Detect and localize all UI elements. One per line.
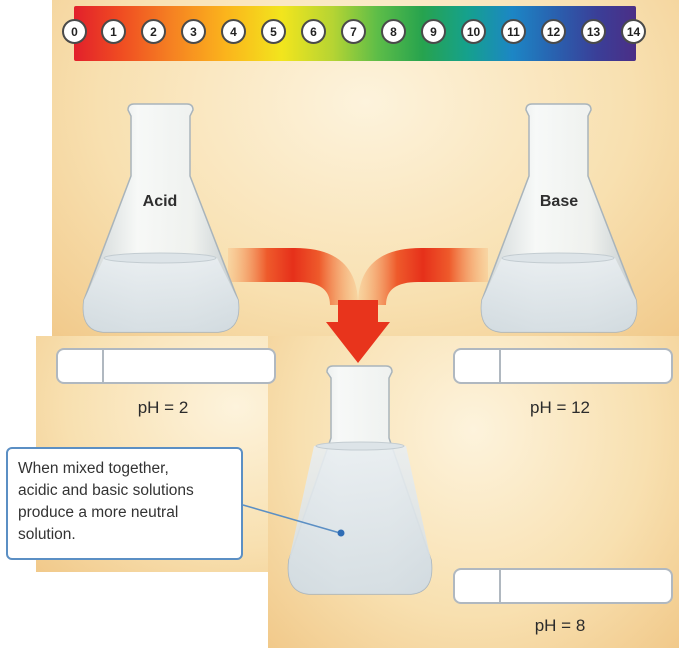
callout-pointer-dot bbox=[337, 529, 345, 537]
explanation-callout: When mixed together, acidic and basic so… bbox=[6, 447, 243, 560]
mixed-ph-label: pH = 8 bbox=[534, 616, 586, 635]
acid-flask bbox=[82, 103, 240, 333]
base-ph-strip bbox=[453, 348, 673, 384]
ph-tick-10: 10 bbox=[461, 19, 486, 44]
callout-line-1: When mixed together, bbox=[18, 460, 169, 477]
base-flask-label: Base bbox=[539, 193, 579, 210]
ph-tick-8: 8 bbox=[381, 19, 406, 44]
acid-ph-strip bbox=[56, 348, 276, 384]
base-flask bbox=[480, 103, 638, 333]
base-ph-label: pH = 12 bbox=[529, 398, 590, 417]
callout-line-2: acidic and basic solutions bbox=[18, 482, 194, 499]
callout-line-4: solution. bbox=[18, 526, 76, 543]
ph-tick-9: 9 bbox=[421, 19, 446, 44]
ph-tick-1: 1 bbox=[101, 19, 126, 44]
ph-tick-13: 13 bbox=[581, 19, 606, 44]
callout-connector bbox=[242, 504, 341, 534]
ph-tick-4: 4 bbox=[221, 19, 246, 44]
ph-tick-14: 14 bbox=[621, 19, 646, 44]
ph-tick-6: 6 bbox=[301, 19, 326, 44]
ph-tick-5: 5 bbox=[261, 19, 286, 44]
acid-ph-label: pH = 2 bbox=[137, 398, 189, 417]
mixed-ph-strip bbox=[453, 568, 673, 604]
merge-arrow bbox=[228, 248, 488, 363]
ph-tick-7: 7 bbox=[341, 19, 366, 44]
mixed-flask bbox=[287, 365, 433, 595]
ph-tick-11: 11 bbox=[501, 19, 526, 44]
ph-tick-12: 12 bbox=[541, 19, 566, 44]
ph-scale: 0 1 2 3 4 5 6 7 8 9 10 11 12 13 14 bbox=[62, 6, 646, 61]
ph-tick-0: 0 bbox=[62, 19, 87, 44]
callout-line-3: produce a more neutral bbox=[18, 504, 179, 521]
ph-tick-3: 3 bbox=[181, 19, 206, 44]
ph-tick-2: 2 bbox=[141, 19, 166, 44]
acid-flask-label: Acid bbox=[142, 193, 178, 210]
